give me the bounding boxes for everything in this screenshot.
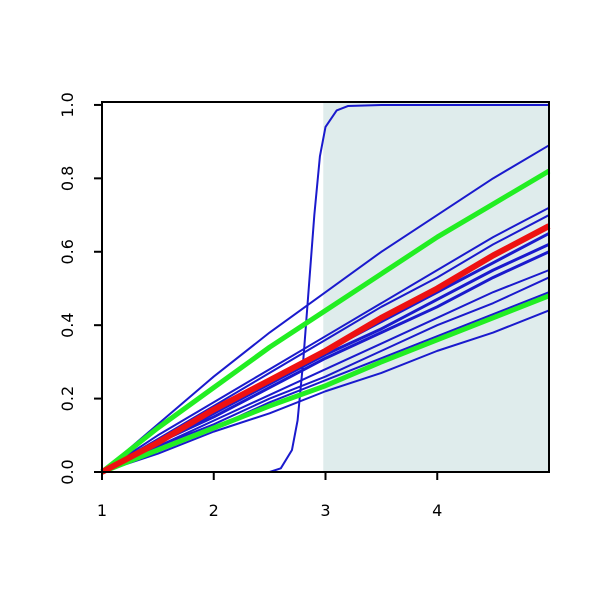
y-tick-label: 0.6	[58, 239, 77, 264]
curve	[101, 214, 550, 473]
curve	[100, 168, 551, 474]
curve	[101, 269, 550, 473]
x-tick-label: 2	[209, 501, 219, 520]
x-tick-label: 3	[320, 501, 330, 520]
curve	[101, 293, 550, 475]
curve	[100, 223, 551, 475]
curve	[101, 309, 550, 473]
curve	[101, 206, 550, 473]
y-tick-label: 0.8	[58, 166, 77, 191]
y-tick-label: 1.0	[58, 92, 77, 117]
y-tick-label: 0.0	[58, 459, 77, 484]
x-tick-label: 4	[432, 501, 442, 520]
curve	[101, 144, 550, 473]
y-tick-label: 0.4	[58, 312, 77, 337]
x-tick-label: 1	[97, 501, 107, 520]
curve	[101, 276, 550, 473]
y-tick-label: 0.2	[58, 386, 77, 411]
curve	[102, 103, 549, 473]
